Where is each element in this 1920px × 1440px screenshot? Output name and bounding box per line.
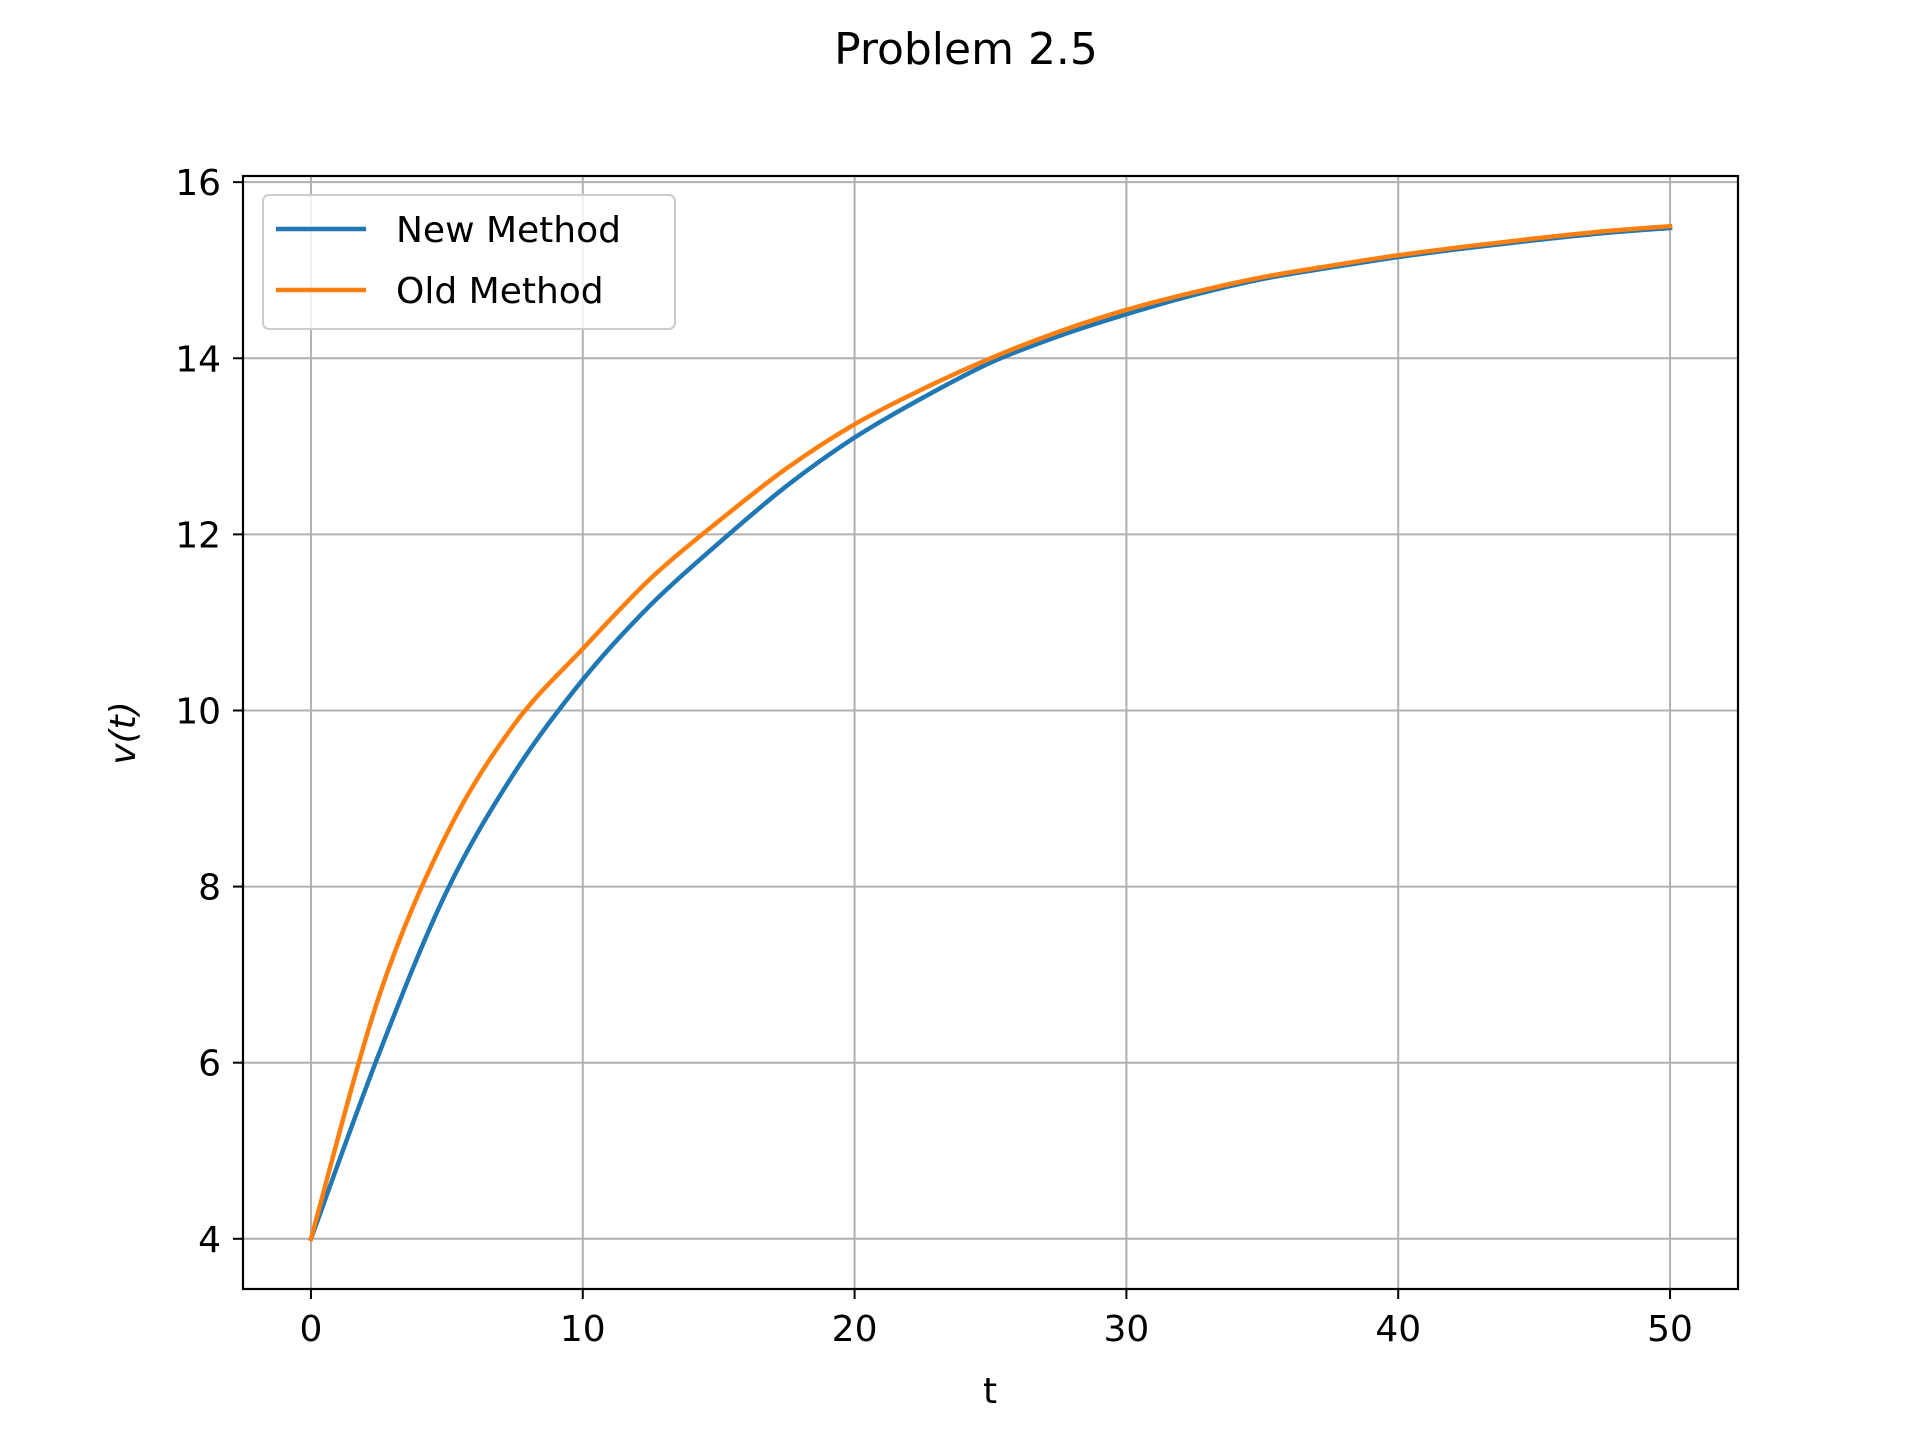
legend: New Method Old Method [262,194,676,330]
series-lines [308,223,1673,1242]
series-line-new-method [308,225,1673,1242]
legend-label-old-method: Old Method [396,271,604,312]
x-tick-label: 10 [560,1309,606,1350]
series-line-old-method [308,223,1673,1242]
y-tick-label: 14 [175,339,221,380]
y-tick-label: 8 [198,868,221,909]
chart-title: Problem 2.5 [834,24,1098,75]
plot-frame [241,174,1740,1291]
x-tick-label: 30 [1104,1309,1150,1350]
x-tick-label: 0 [300,1309,323,1350]
x-axis-label: t [983,1371,997,1412]
x-tick-label: 20 [832,1309,878,1350]
x-axis-ticks: 0 10 20 30 40 50 [300,1289,1693,1350]
x-tick-label: 50 [1647,1309,1693,1350]
y-axis-label: v(t) [103,701,144,765]
y-tick-label: 6 [198,1044,221,1085]
y-tick-label: 16 [175,163,221,204]
legend-label-new-method: New Method [396,210,621,251]
y-tick-label: 12 [175,515,221,556]
y-axis-ticks: 4 6 8 10 12 14 16 [175,163,243,1261]
x-tick-label: 40 [1375,1309,1421,1350]
grid [243,176,1738,1289]
y-tick-label: 10 [175,691,221,732]
y-tick-label: 4 [198,1220,221,1261]
